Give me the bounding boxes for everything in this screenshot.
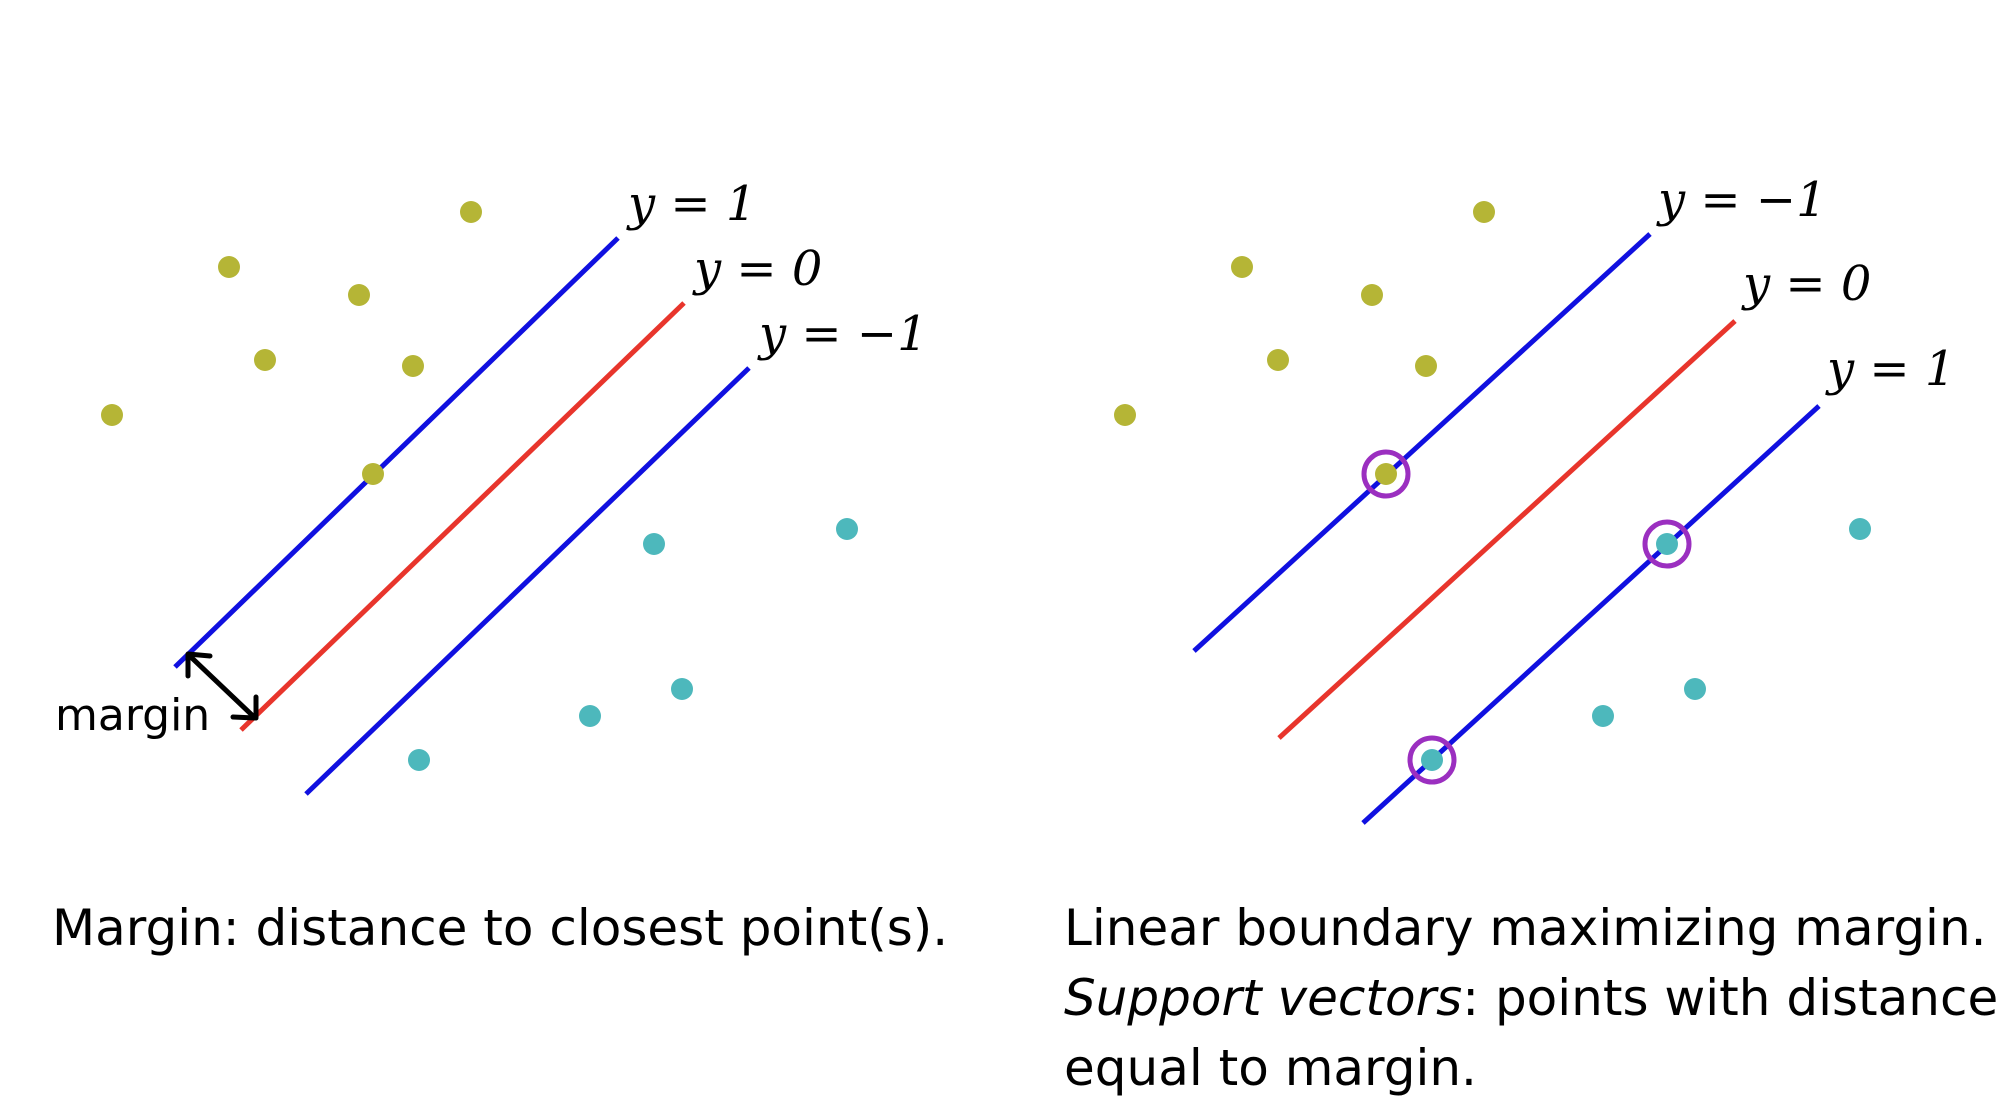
margin-arrow [185,651,259,721]
left-class-a-point [254,349,276,371]
right-panel: y = −1 y = 0 y = 1 [1114,172,1955,825]
right-class-a-point [1267,349,1289,371]
left-upper-margin-line [173,236,620,669]
support-vector-ring [1361,449,1411,499]
right-class-a-point [1473,201,1495,223]
right-class-b-point [1592,705,1614,727]
right-lower-line-label: y = 1 [1825,341,1955,397]
right-caption: Linear boundary maximizing margin. Suppo… [1064,893,1998,1103]
right-upper-margin-line [1192,232,1652,653]
right-class-a-point [1415,355,1437,377]
right-caption-line2: Support vectors: points with distance [1064,963,1998,1033]
right-upper-line-label: y = −1 [1656,172,1827,228]
support-vector-ring [1407,735,1457,785]
left-class-a-point [348,284,370,306]
left-class-a-point [101,404,123,426]
right-class-b-point [1421,749,1443,771]
support-vector-ring [1642,519,1692,569]
margin-label: margin [55,690,210,741]
left-middle-line-label: y = 0 [692,241,822,297]
right-class-b-point [1849,518,1871,540]
right-class-a-point [1375,463,1397,485]
right-class-a-point [1361,284,1383,306]
right-class-a-point [1231,256,1253,278]
left-class-b-point [408,749,430,771]
left-class-a-point [218,256,240,278]
right-caption-line1: Linear boundary maximizing margin. [1064,899,1987,957]
right-middle-line-label: y = 0 [1741,256,1871,312]
left-lower-margin-line [304,366,751,796]
right-caption-line2-rest: : points with distance [1462,969,1999,1027]
left-class-b-point [671,678,693,700]
left-class-a-point [460,201,482,223]
left-class-a-point [362,463,384,485]
left-class-b-point [579,705,601,727]
left-class-b-point [836,518,858,540]
right-class-b-point [1684,678,1706,700]
right-decision-boundary [1277,319,1737,740]
right-caption-line3: equal to margin. [1064,1039,1477,1097]
right-class-a-point [1114,404,1136,426]
left-panel: margin y = 1 y = 0 y = −1 [55,176,928,796]
left-upper-line-label: y = 1 [626,176,756,232]
left-caption: Margin: distance to closest point(s). [52,899,949,957]
left-lower-line-label: y = −1 [757,306,928,362]
right-class-b-point [1656,533,1678,555]
left-class-a-point [402,355,424,377]
support-vectors-term: Support vectors [1064,969,1463,1027]
left-class-b-point [643,533,665,555]
left-decision-boundary [239,301,686,732]
